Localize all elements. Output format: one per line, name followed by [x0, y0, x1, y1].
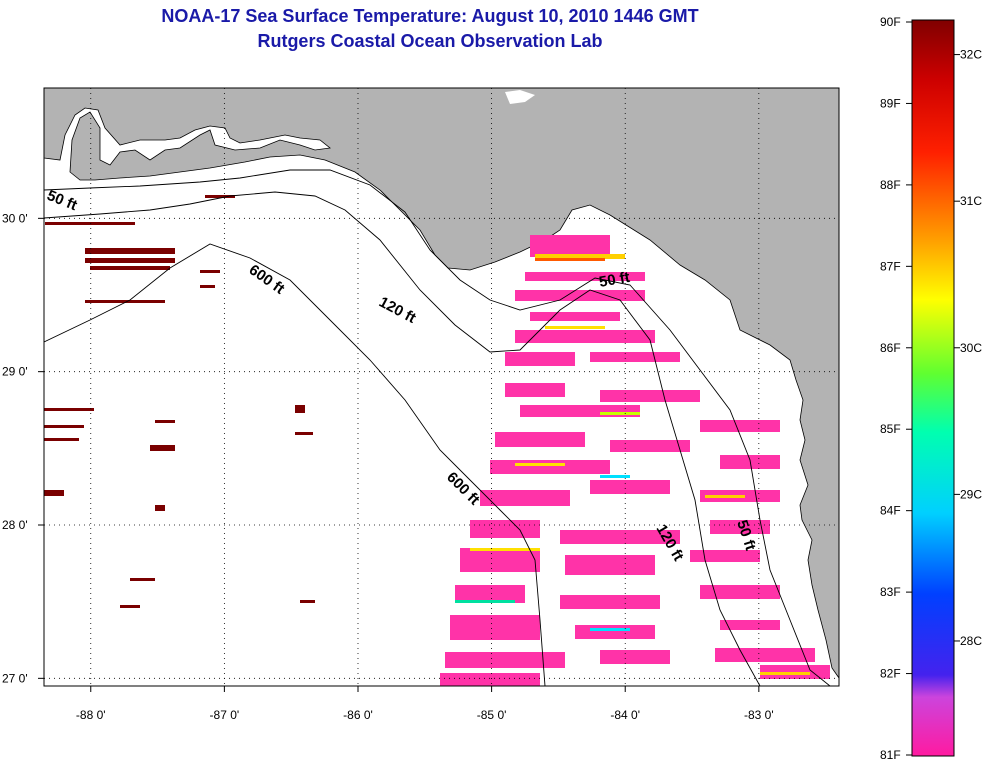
colorbar-f-label: 84F	[880, 504, 901, 518]
x-tick-label: -87 0'	[210, 708, 240, 722]
contour-label-50ft-bigbend: 50 ft	[598, 269, 631, 291]
x-tick-label: -84 0'	[610, 708, 640, 722]
map-frame	[43, 87, 840, 687]
colorbar-c-label: 31C	[960, 194, 982, 208]
colorbar-c-label: 32C	[960, 48, 982, 62]
colorbar-f-label: 88F	[880, 178, 901, 192]
colorbar-f-label: 82F	[880, 667, 901, 681]
y-tick-label: 28 0'	[2, 518, 28, 532]
x-tick-label: -86 0'	[343, 708, 373, 722]
depth-contours	[44, 169, 831, 686]
axis-ticks: -88 0' -87 0' -86 0' -85 0' -84 0' -83 0' 30 0…	[2, 211, 774, 722]
bay-shape	[505, 90, 535, 104]
sst-swath-pixels	[440, 235, 830, 686]
y-tick-label: 30 0'	[2, 211, 28, 225]
colorbar-c-label: 30C	[960, 341, 982, 355]
map-title: NOAA-17 Sea Surface Temperature: August …	[161, 6, 699, 26]
x-tick-label: -85 0'	[477, 708, 507, 722]
land-mass	[44, 88, 839, 679]
colorbar-ticks: 90F 89F 88F 87F 86F 85F 84F 83F 82F 81F 32C 31C 30C 2…	[880, 15, 982, 762]
colorbar-c-label: 29C	[960, 487, 982, 501]
colorbar-f-label: 83F	[880, 585, 901, 599]
colorbar-c-label: 28C	[960, 634, 982, 648]
colorbar-f-label: 85F	[880, 422, 901, 436]
colorbar-f-label: 86F	[880, 341, 901, 355]
y-tick-label: 29 0'	[2, 365, 28, 379]
map-subtitle: Rutgers Coastal Ocean Observation Lab	[257, 31, 603, 51]
colorbar-f-label: 81F	[880, 748, 901, 762]
x-tick-label: -83 0'	[744, 708, 774, 722]
x-tick-label: -88 0'	[76, 708, 106, 722]
y-tick-label: 27 0'	[2, 671, 28, 685]
colorbar-f-label: 89F	[880, 96, 901, 110]
colorbar	[911, 19, 955, 757]
colorbar-f-label: 87F	[880, 259, 901, 273]
colorbar-f-label: 90F	[880, 15, 901, 29]
sst-warm-pixels	[44, 195, 315, 608]
